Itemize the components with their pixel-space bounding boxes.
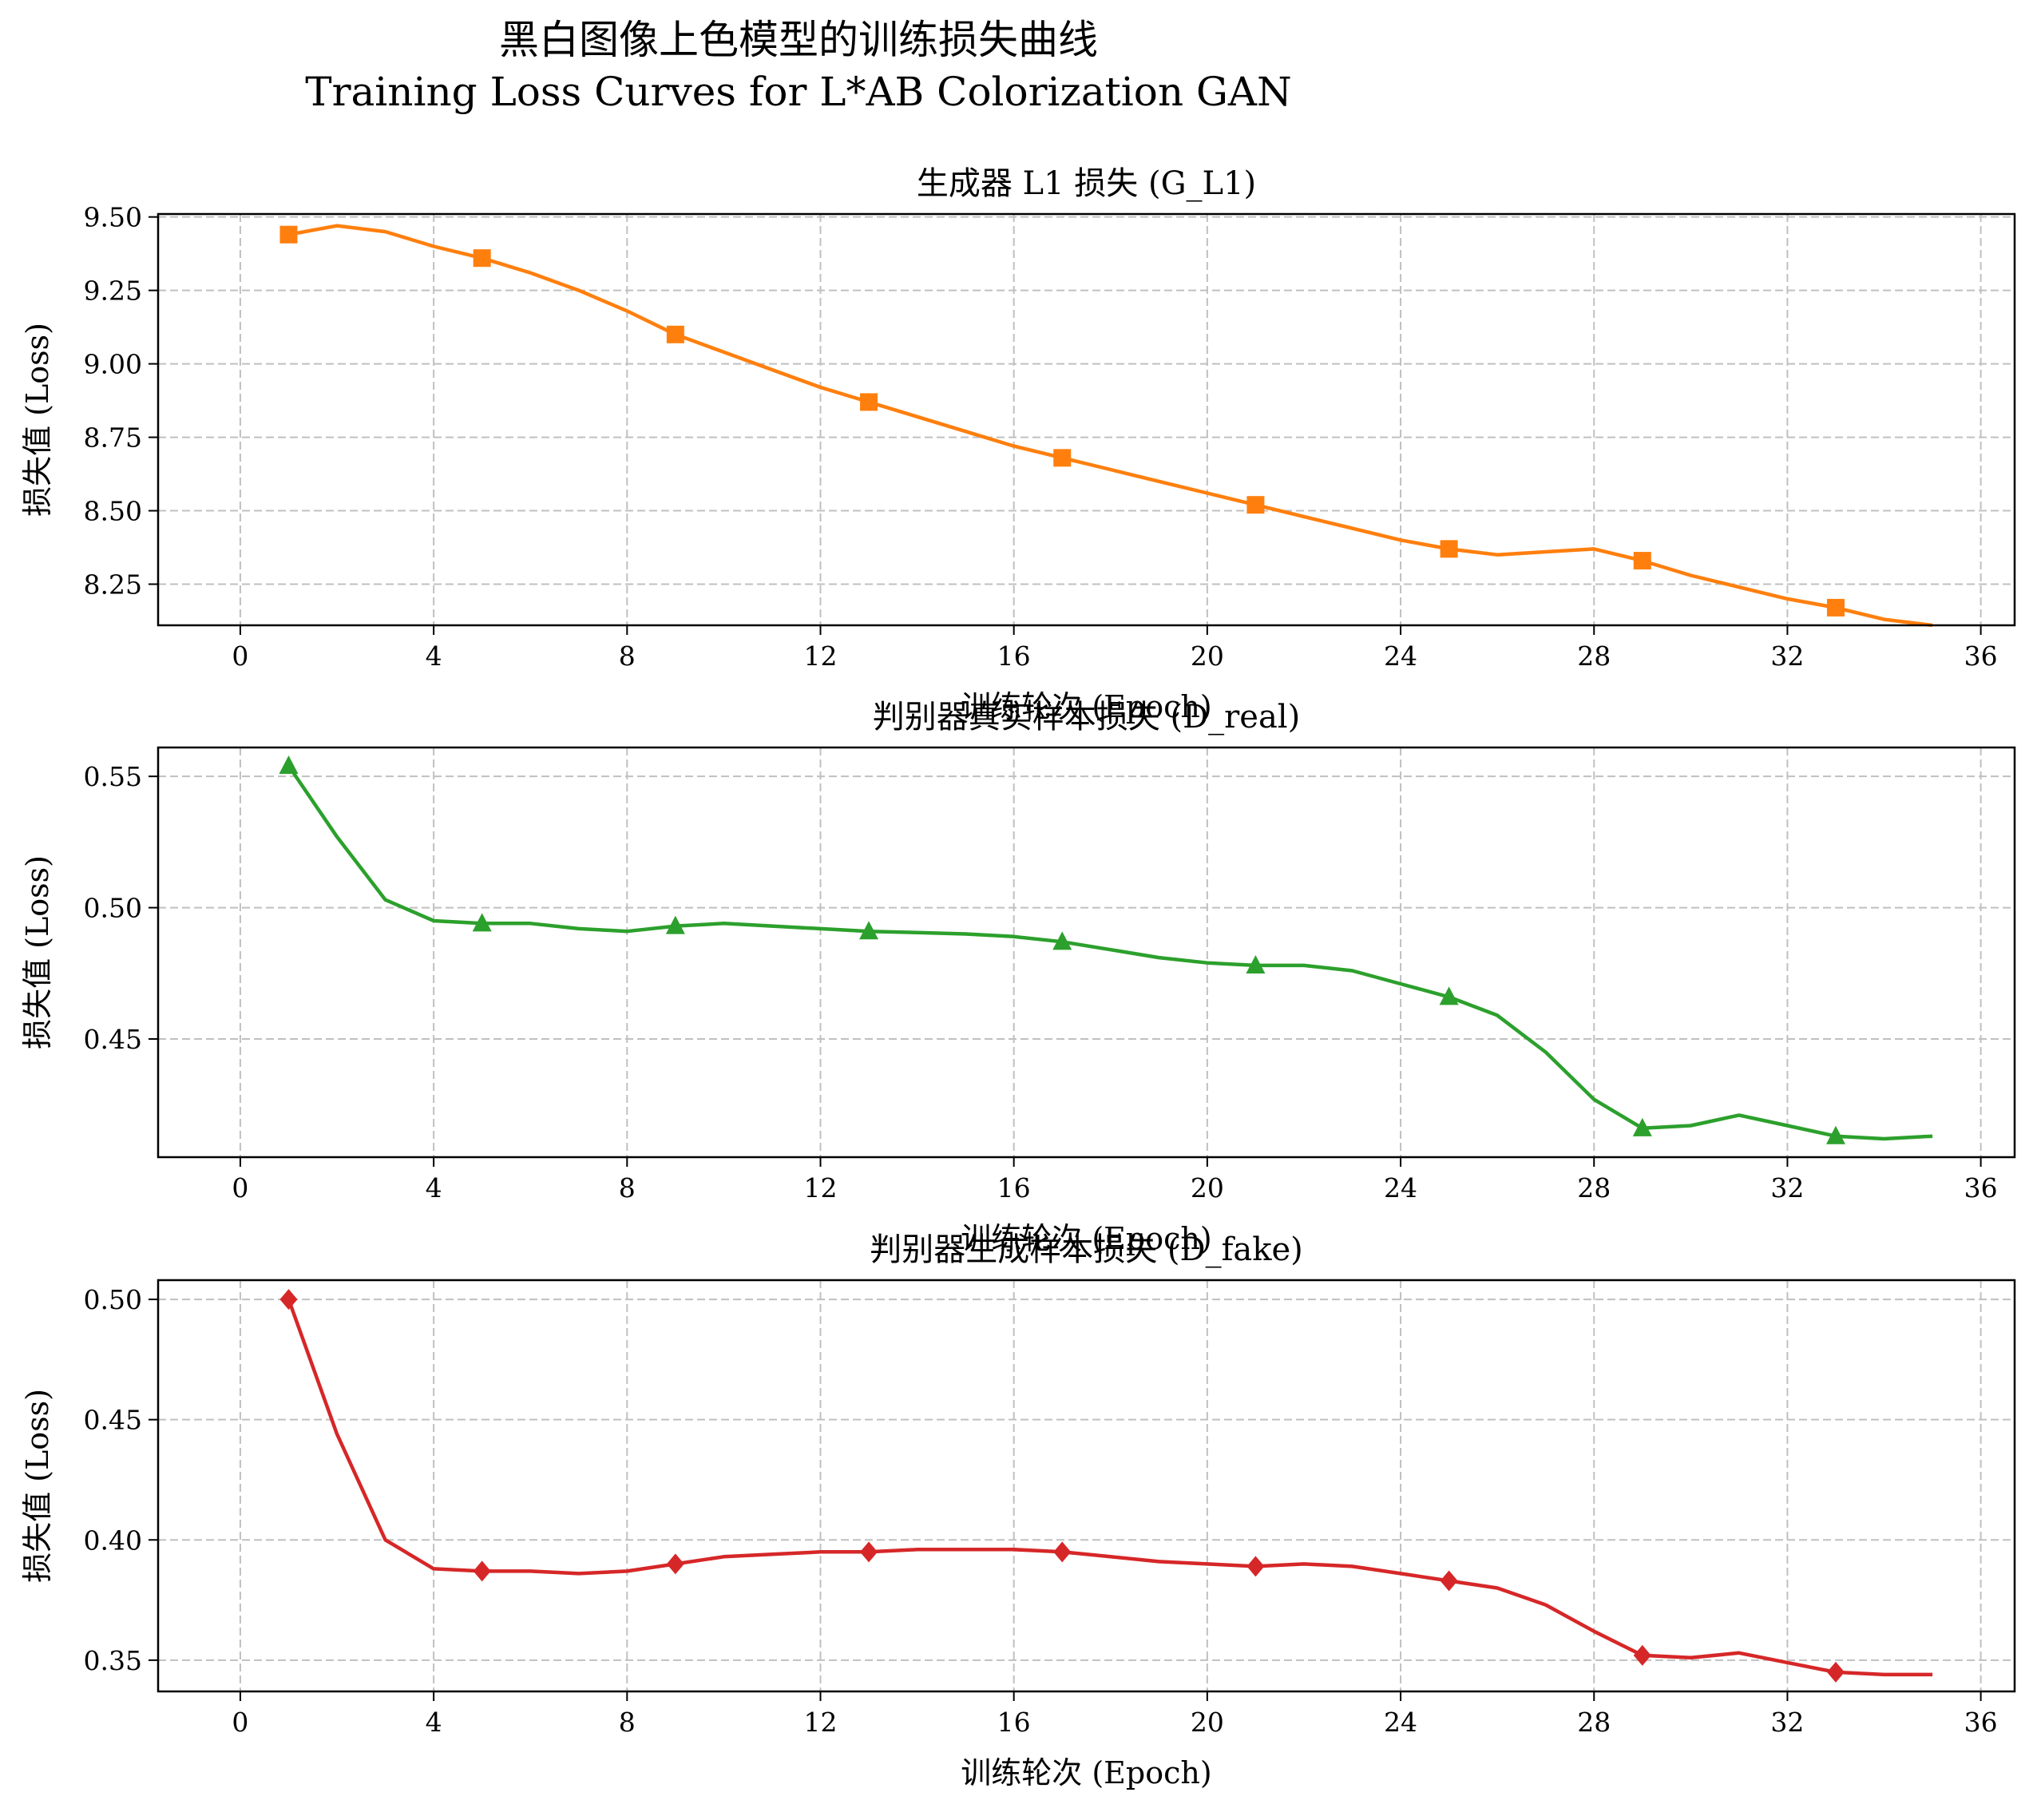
series-line — [287, 1299, 1933, 1677]
data-point-marker-4 — [472, 913, 492, 932]
data-point-marker-4 — [473, 249, 491, 268]
data-point-marker-28 — [1633, 552, 1651, 570]
panel-title: 生成器 L1 损失 (G_L1) — [917, 165, 1256, 202]
x-tick-label-1: 4 — [426, 640, 442, 672]
data-point-marker-12 — [859, 921, 879, 940]
x-tick-label-1: 4 — [426, 1172, 442, 1203]
data-point-marker-32 — [1826, 1661, 1845, 1683]
x-tick-label-6: 24 — [1384, 1172, 1417, 1203]
y-tick-label-5: 9.50 — [84, 202, 142, 233]
data-point-marker-24 — [1440, 1570, 1458, 1592]
data-point-marker-0 — [279, 225, 298, 244]
y-axis-label: 损失值 (Loss) — [20, 323, 55, 517]
figure-title-zh: 黑白图像上色模型的训练损失曲线 — [499, 17, 1098, 63]
x-tick-label-0: 0 — [232, 1172, 248, 1203]
x-tick-label-8: 32 — [1770, 640, 1804, 672]
x-tick-label-6: 24 — [1384, 640, 1417, 672]
y-tick-label-1: 8.50 — [84, 496, 142, 527]
chart-panels: 0 4 8 12 16 20 24 28 32 36 8.25 8.50 8.75 9.00 9.25 9.5… — [20, 165, 2016, 1790]
x-tick-label-1: 4 — [426, 1707, 442, 1738]
data-point-marker-28 — [1632, 1117, 1652, 1136]
x-tick-label-3: 12 — [803, 1707, 837, 1738]
chart-panel-1: 0 4 8 12 16 20 24 28 32 36 8.25 8.50 8.75 9.00 9.25 9.5… — [20, 165, 2016, 724]
axes-frame — [157, 212, 2016, 627]
y-tick-label-1: 0.40 — [84, 1525, 142, 1556]
x-tick-label-6: 24 — [1384, 1707, 1417, 1738]
series-line — [287, 764, 1933, 1141]
x-tick-label-9: 36 — [1964, 1172, 1998, 1203]
data-point-marker-12 — [860, 1541, 878, 1563]
figure-title-en: Training Loss Curves for L*AB Colorizati… — [305, 69, 1292, 115]
y-tick-label-3: 0.50 — [84, 1284, 142, 1315]
x-tick-label-4: 16 — [997, 1707, 1031, 1738]
data-point-marker-32 — [1826, 598, 1845, 617]
x-axis-label: 训练轮次 (Epoch) — [961, 1755, 1211, 1790]
x-tick-label-5: 20 — [1191, 1172, 1224, 1203]
data-point-marker-24 — [1439, 986, 1459, 1005]
x-tick-label-4: 16 — [997, 640, 1031, 672]
x-tick-label-8: 32 — [1770, 1707, 1804, 1738]
data-point-marker-8 — [666, 325, 684, 343]
data-point-marker-28 — [1633, 1644, 1651, 1666]
series-line — [288, 224, 1933, 628]
x-tick-label-7: 28 — [1577, 640, 1611, 672]
x-tick-label-5: 20 — [1191, 640, 1224, 672]
x-tick-label-4: 16 — [997, 1172, 1031, 1203]
data-point-marker-20 — [1246, 1556, 1265, 1577]
axes-frame — [157, 1279, 2016, 1693]
y-axis-label: 损失值 (Loss) — [20, 1389, 55, 1583]
y-tick-label-0: 8.25 — [84, 569, 142, 601]
y-tick-label-3: 9.00 — [84, 349, 142, 380]
x-tick-label-2: 8 — [619, 640, 636, 672]
y-axis-label: 损失值 (Loss) — [20, 855, 55, 1049]
data-point-marker-16 — [1053, 449, 1072, 467]
y-tick-label-4: 9.25 — [84, 276, 142, 307]
data-point-marker-24 — [1440, 540, 1458, 558]
data-point-marker-16 — [1053, 1541, 1072, 1563]
x-tick-label-0: 0 — [232, 640, 248, 672]
x-tick-label-3: 12 — [803, 640, 837, 672]
data-point-marker-16 — [1052, 931, 1072, 950]
panel-title: 判别器生成样本损失 (D_fake) — [870, 1231, 1303, 1268]
x-axis-label: 训练轮次 (Epoch) — [961, 1221, 1211, 1256]
x-tick-label-7: 28 — [1577, 1707, 1611, 1738]
data-point-marker-8 — [666, 1553, 684, 1575]
data-point-marker-32 — [1825, 1125, 1845, 1144]
x-tick-label-5: 20 — [1191, 1707, 1224, 1738]
data-point-marker-20 — [1246, 954, 1266, 973]
y-tick-label-1: 0.50 — [84, 893, 142, 924]
data-point-marker-0 — [279, 1289, 298, 1310]
panel-title: 判别器真实样本损失 (D_real) — [873, 699, 1300, 736]
x-axis-label: 训练轮次 (Epoch) — [961, 689, 1211, 724]
x-tick-label-9: 36 — [1964, 1707, 1998, 1738]
y-tick-label-2: 8.75 — [84, 422, 142, 454]
data-point-marker-4 — [473, 1560, 491, 1582]
y-tick-label-0: 0.45 — [84, 1024, 142, 1055]
x-tick-label-0: 0 — [232, 1707, 248, 1738]
data-point-marker-8 — [665, 915, 685, 934]
data-point-marker-12 — [860, 393, 878, 411]
axes-frame — [157, 746, 2016, 1159]
chart-panel-2: 0 4 8 12 16 20 24 28 32 36 0.45 0.50 0.55 判别器真实样本损失 (… — [20, 699, 2016, 1256]
y-tick-label-2: 0.45 — [84, 1405, 142, 1436]
x-tick-label-9: 36 — [1964, 640, 1998, 672]
x-tick-label-2: 8 — [619, 1172, 636, 1203]
x-tick-label-8: 32 — [1770, 1172, 1804, 1203]
data-point-marker-0 — [279, 755, 299, 775]
y-tick-label-2: 0.55 — [84, 761, 142, 792]
y-tick-label-0: 0.35 — [84, 1645, 142, 1676]
chart-panel-3: 0 4 8 12 16 20 24 28 32 36 0.35 0.40 0.45 0.50 判别器生成样本… — [20, 1231, 2016, 1790]
x-tick-label-2: 8 — [619, 1707, 636, 1738]
data-point-marker-20 — [1246, 496, 1265, 514]
x-tick-label-7: 28 — [1577, 1172, 1611, 1203]
x-tick-label-3: 12 — [803, 1172, 837, 1203]
